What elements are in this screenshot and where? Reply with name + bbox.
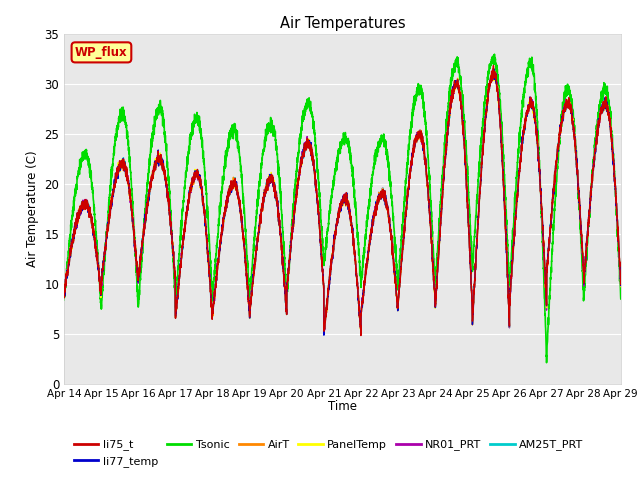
- Y-axis label: Air Temperature (C): Air Temperature (C): [26, 151, 38, 267]
- X-axis label: Time: Time: [328, 400, 357, 413]
- Legend: li75_t, li77_temp, Tsonic, AirT, PanelTemp, NR01_PRT, AM25T_PRT: li75_t, li77_temp, Tsonic, AirT, PanelTe…: [70, 435, 588, 471]
- Text: WP_flux: WP_flux: [75, 46, 128, 59]
- Title: Air Temperatures: Air Temperatures: [280, 16, 405, 31]
